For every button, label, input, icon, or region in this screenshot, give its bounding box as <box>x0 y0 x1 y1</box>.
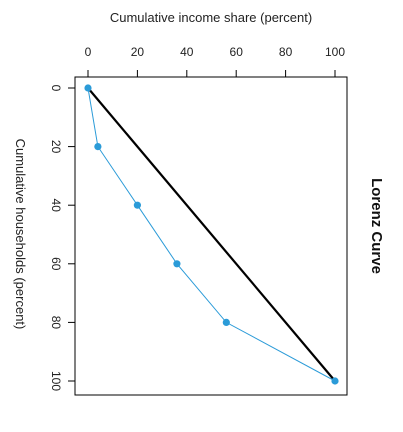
lorenz-point <box>84 84 92 92</box>
x-tick-label: 100 <box>325 45 345 59</box>
x-axis-title: Cumulative income share (percent) <box>110 10 312 25</box>
chart-title: Lorenz Curve <box>368 178 385 274</box>
x-tick-label: 80 <box>279 45 293 59</box>
lorenz-curve-line <box>87 87 336 382</box>
lorenz-point <box>222 318 230 326</box>
y-tick-label: 100 <box>49 371 63 391</box>
x-tick-label: 60 <box>230 45 244 59</box>
x-tick-label: 40 <box>180 45 194 59</box>
x-tick-label: 0 <box>85 45 92 59</box>
x-tick-label: 20 <box>131 45 145 59</box>
lorenz-point <box>94 143 102 151</box>
y-tick-label: 40 <box>49 199 63 213</box>
equality-line <box>87 87 336 382</box>
y-tick-label: 80 <box>49 316 63 330</box>
series-layer <box>84 84 339 385</box>
lorenz-point <box>331 377 339 385</box>
lorenz-point <box>133 201 141 209</box>
x-axis-ticks: 0 20 40 60 80 100 <box>85 45 345 77</box>
y-tick-label: 0 <box>49 85 63 92</box>
y-axis-ticks: 0 20 40 60 80 100 <box>49 85 75 391</box>
y-tick-label: 60 <box>49 257 63 271</box>
y-tick-label: 20 <box>49 140 63 154</box>
lorenz-point <box>173 260 181 268</box>
y-axis-title: Cumulative households (percent) <box>13 139 28 330</box>
plot-frame <box>74 76 348 396</box>
